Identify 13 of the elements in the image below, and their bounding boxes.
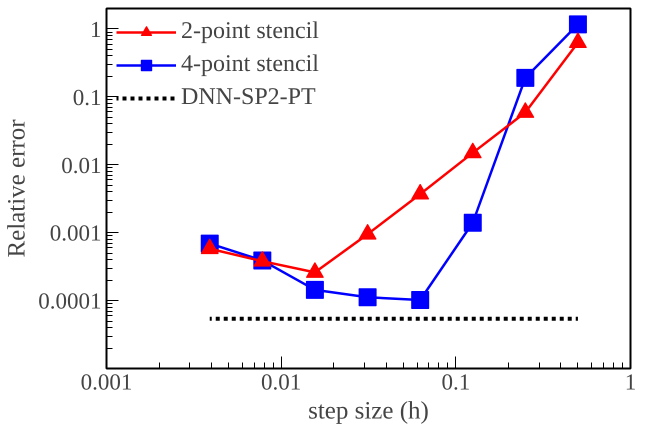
y-tick-label: 0.1 [72,84,102,110]
x-tick-label: 0.01 [261,370,302,394]
x-tick-label: 0.1 [441,370,470,394]
y-tick-label: 0.01 [61,152,102,178]
y-tick-label: 0.001 [50,220,102,246]
legend-label: DNN-SP2-PT [181,84,316,111]
x-axis-title: step size (h) [308,398,429,424]
y-tick-label: 0.0001 [38,288,102,314]
y-axis-title: Relative error [3,118,30,258]
y-tick-label: 1 [90,16,102,42]
x-tick-label: 1 [624,370,636,394]
legend-label: 4-point stencil [181,51,319,78]
legend-label: 2-point stencil [181,18,319,45]
